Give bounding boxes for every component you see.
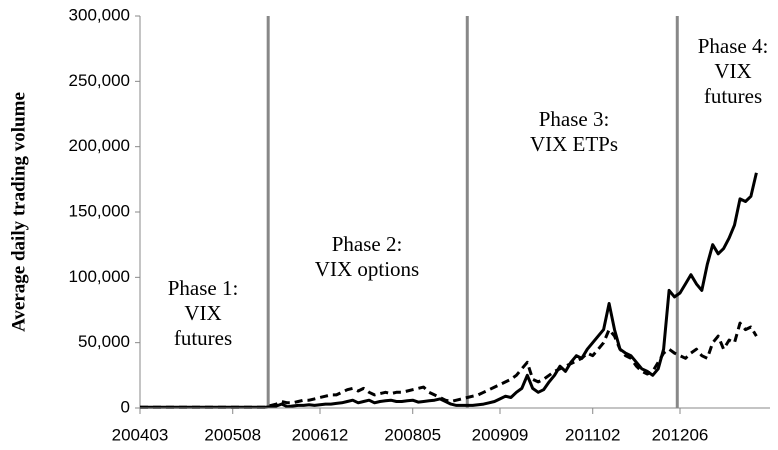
y-tick-label: 0 — [121, 397, 130, 416]
y-tick-label: 200,000 — [69, 136, 130, 155]
y-tick-label: 150,000 — [69, 201, 130, 220]
y-axis-title: Average daily trading volume — [8, 92, 29, 332]
x-tick-label: 200508 — [204, 425, 261, 444]
x-tick-label: 201102 — [565, 425, 620, 444]
phase-label: VIX options — [315, 257, 419, 281]
phase-label: Phase 4: — [698, 34, 769, 58]
x-tick-label: 200403 — [112, 425, 169, 444]
x-tick-label: 201206 — [652, 425, 709, 444]
data-line — [140, 321, 758, 409]
y-tick-label: 250,000 — [69, 71, 130, 90]
y-tick-label: 300,000 — [69, 5, 130, 24]
phase-label: futures — [704, 84, 762, 108]
x-tick-label: 200909 — [472, 425, 529, 444]
phase-label: VIX — [184, 301, 221, 325]
phase-label: futures — [174, 326, 232, 350]
y-tick-label: 100,000 — [69, 267, 130, 286]
y-tick-label: 50,000 — [78, 332, 130, 351]
x-tick-label: 200612 — [292, 425, 349, 444]
data-line — [140, 172, 758, 409]
phase-label: VIX ETPs — [530, 132, 618, 156]
phase-label: Phase 2: — [332, 232, 403, 256]
phase-label: Phase 3: — [539, 107, 610, 131]
phase-label: Phase 1: — [168, 276, 239, 300]
x-tick-label: 200805 — [384, 425, 441, 444]
phase-label: VIX — [714, 59, 751, 83]
